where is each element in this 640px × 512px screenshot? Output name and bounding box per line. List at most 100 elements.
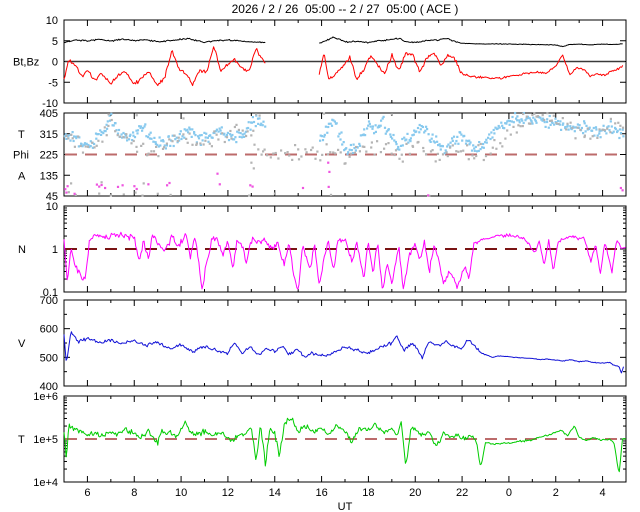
scatter-point-t_gray: [541, 114, 544, 117]
scatter-point-phi: [444, 149, 447, 152]
scatter-point-t_gray: [566, 122, 569, 125]
series-bz-line: [63, 46, 266, 87]
scatter-point-phi: [199, 143, 202, 146]
scatter-point-phi: [622, 135, 625, 138]
scatter-point-phi: [470, 149, 474, 152]
scatter-point-t_gray: [596, 136, 599, 139]
x-tick-label: 22: [456, 487, 468, 499]
scatter-point-t_gray: [210, 145, 213, 148]
scatter-point-phi: [454, 142, 457, 145]
scatter-point-a_pink: [66, 185, 69, 188]
scatter-point-t_gray: [230, 137, 233, 140]
x-tick-label: 6: [84, 487, 90, 499]
scatter-point-phi: [143, 125, 146, 128]
scatter-point-t_gray: [176, 139, 179, 143]
scatter-point-phi: [255, 114, 258, 117]
scatter-point-t_gray: [441, 153, 445, 156]
scatter-point-phi: [83, 143, 86, 146]
scatter-point-gray_extra: [67, 191, 70, 194]
scatter-point-phi: [217, 130, 220, 133]
series-bt-line: [63, 37, 266, 44]
scatter-point-t_gray: [394, 149, 398, 152]
y-tick-label: 225: [40, 150, 58, 162]
scatter-point-t_gray: [373, 153, 376, 156]
scatter-point-t_gray: [617, 121, 620, 124]
scatter-point-phi: [409, 140, 412, 143]
scatter-point-phi: [606, 126, 609, 129]
x-tick-label: 14: [269, 487, 281, 499]
scatter-point-phi: [446, 145, 449, 148]
scatter-point-phi: [437, 144, 440, 147]
scatter-point-phi: [224, 135, 227, 138]
scatter-point-phi: [364, 134, 367, 137]
scatter-point-phi: [257, 122, 260, 125]
scatter-point-t_gray: [294, 144, 297, 147]
scatter-point-phi: [562, 122, 565, 125]
scatter-point-phi: [230, 135, 233, 138]
scatter-point-phi: [391, 137, 394, 140]
scatter-point-phi: [333, 120, 336, 123]
x-tick-label: 10: [175, 487, 187, 499]
scatter-point-phi: [135, 129, 138, 132]
scatter-point-a_pink: [133, 185, 136, 188]
scatter-point-phi: [189, 128, 192, 131]
scatter-point-t_gray: [438, 158, 441, 161]
scatter-point-phi: [106, 120, 109, 123]
scatter-point-t_gray: [314, 157, 317, 160]
scatter-point-phi: [256, 117, 260, 120]
scatter-point-phi: [540, 118, 543, 121]
scatter-point-phi: [339, 138, 342, 141]
scatter-point-phi: [348, 148, 351, 151]
scatter-point-phi: [91, 146, 94, 149]
scatter-point-phi: [479, 148, 482, 151]
scatter-point-gray_extra: [156, 192, 159, 195]
scatter-point-phi: [358, 142, 361, 145]
series-bt-line: [319, 36, 623, 48]
scatter-point-t_gray: [136, 150, 139, 153]
scatter-point-phi: [403, 136, 406, 139]
scatter-point-phi: [161, 139, 164, 142]
scatter-point-phi: [240, 136, 243, 139]
scatter-point-phi: [93, 142, 96, 146]
scatter-point-t_gray: [266, 154, 269, 157]
scatter-point-phi: [83, 142, 87, 145]
scatter-point-phi: [582, 132, 585, 135]
scatter-point-t_gray: [165, 142, 168, 145]
scatter-point-phi: [264, 125, 267, 128]
scatter-point-t_gray: [405, 142, 408, 145]
scatter-point-phi: [522, 121, 525, 125]
scatter-point-phi: [482, 142, 485, 146]
scatter-point-phi: [489, 137, 492, 141]
scatter-point-phi: [411, 134, 414, 137]
scatter-point-phi: [452, 135, 456, 138]
scatter-point-phi: [397, 145, 400, 149]
scatter-point-t_gray: [125, 136, 129, 139]
scatter-point-a_pink: [216, 172, 219, 175]
chart-title: 2026 / 2 / 26 05:00 -- 2 / 27 05:00 ( AC…: [231, 2, 459, 16]
scatter-point-phi: [591, 129, 594, 132]
scatter-point-phi: [249, 128, 252, 131]
scatter-point-t_gray: [67, 137, 70, 140]
y-tick-label: 600: [40, 324, 58, 336]
scatter-point-phi: [247, 126, 250, 130]
scatter-point-t_gray: [132, 139, 135, 143]
scatter-point-t_gray: [235, 123, 238, 126]
scatter-point-phi: [515, 117, 518, 120]
scatter-point-phi: [247, 121, 250, 124]
scatter-point-phi: [546, 120, 549, 124]
scatter-point-t_gray: [304, 148, 307, 151]
scatter-point-t_gray: [493, 139, 496, 142]
scatter-point-phi: [588, 126, 591, 129]
scatter-point-phi: [133, 136, 137, 139]
scatter-point-phi: [136, 132, 139, 135]
scatter-point-a_pink: [100, 183, 103, 187]
scatter-point-phi: [231, 138, 234, 141]
y-tick-label: 1: [52, 244, 58, 256]
scatter-point-t_gray: [527, 122, 531, 125]
scatter-point-t_gray: [614, 122, 617, 125]
scatter-point-phi: [194, 134, 197, 137]
scatter-point-phi: [108, 119, 112, 122]
x-tick-label: 16: [315, 487, 327, 499]
scatter-point-phi: [368, 122, 371, 125]
scatter-point-phi: [583, 120, 586, 123]
